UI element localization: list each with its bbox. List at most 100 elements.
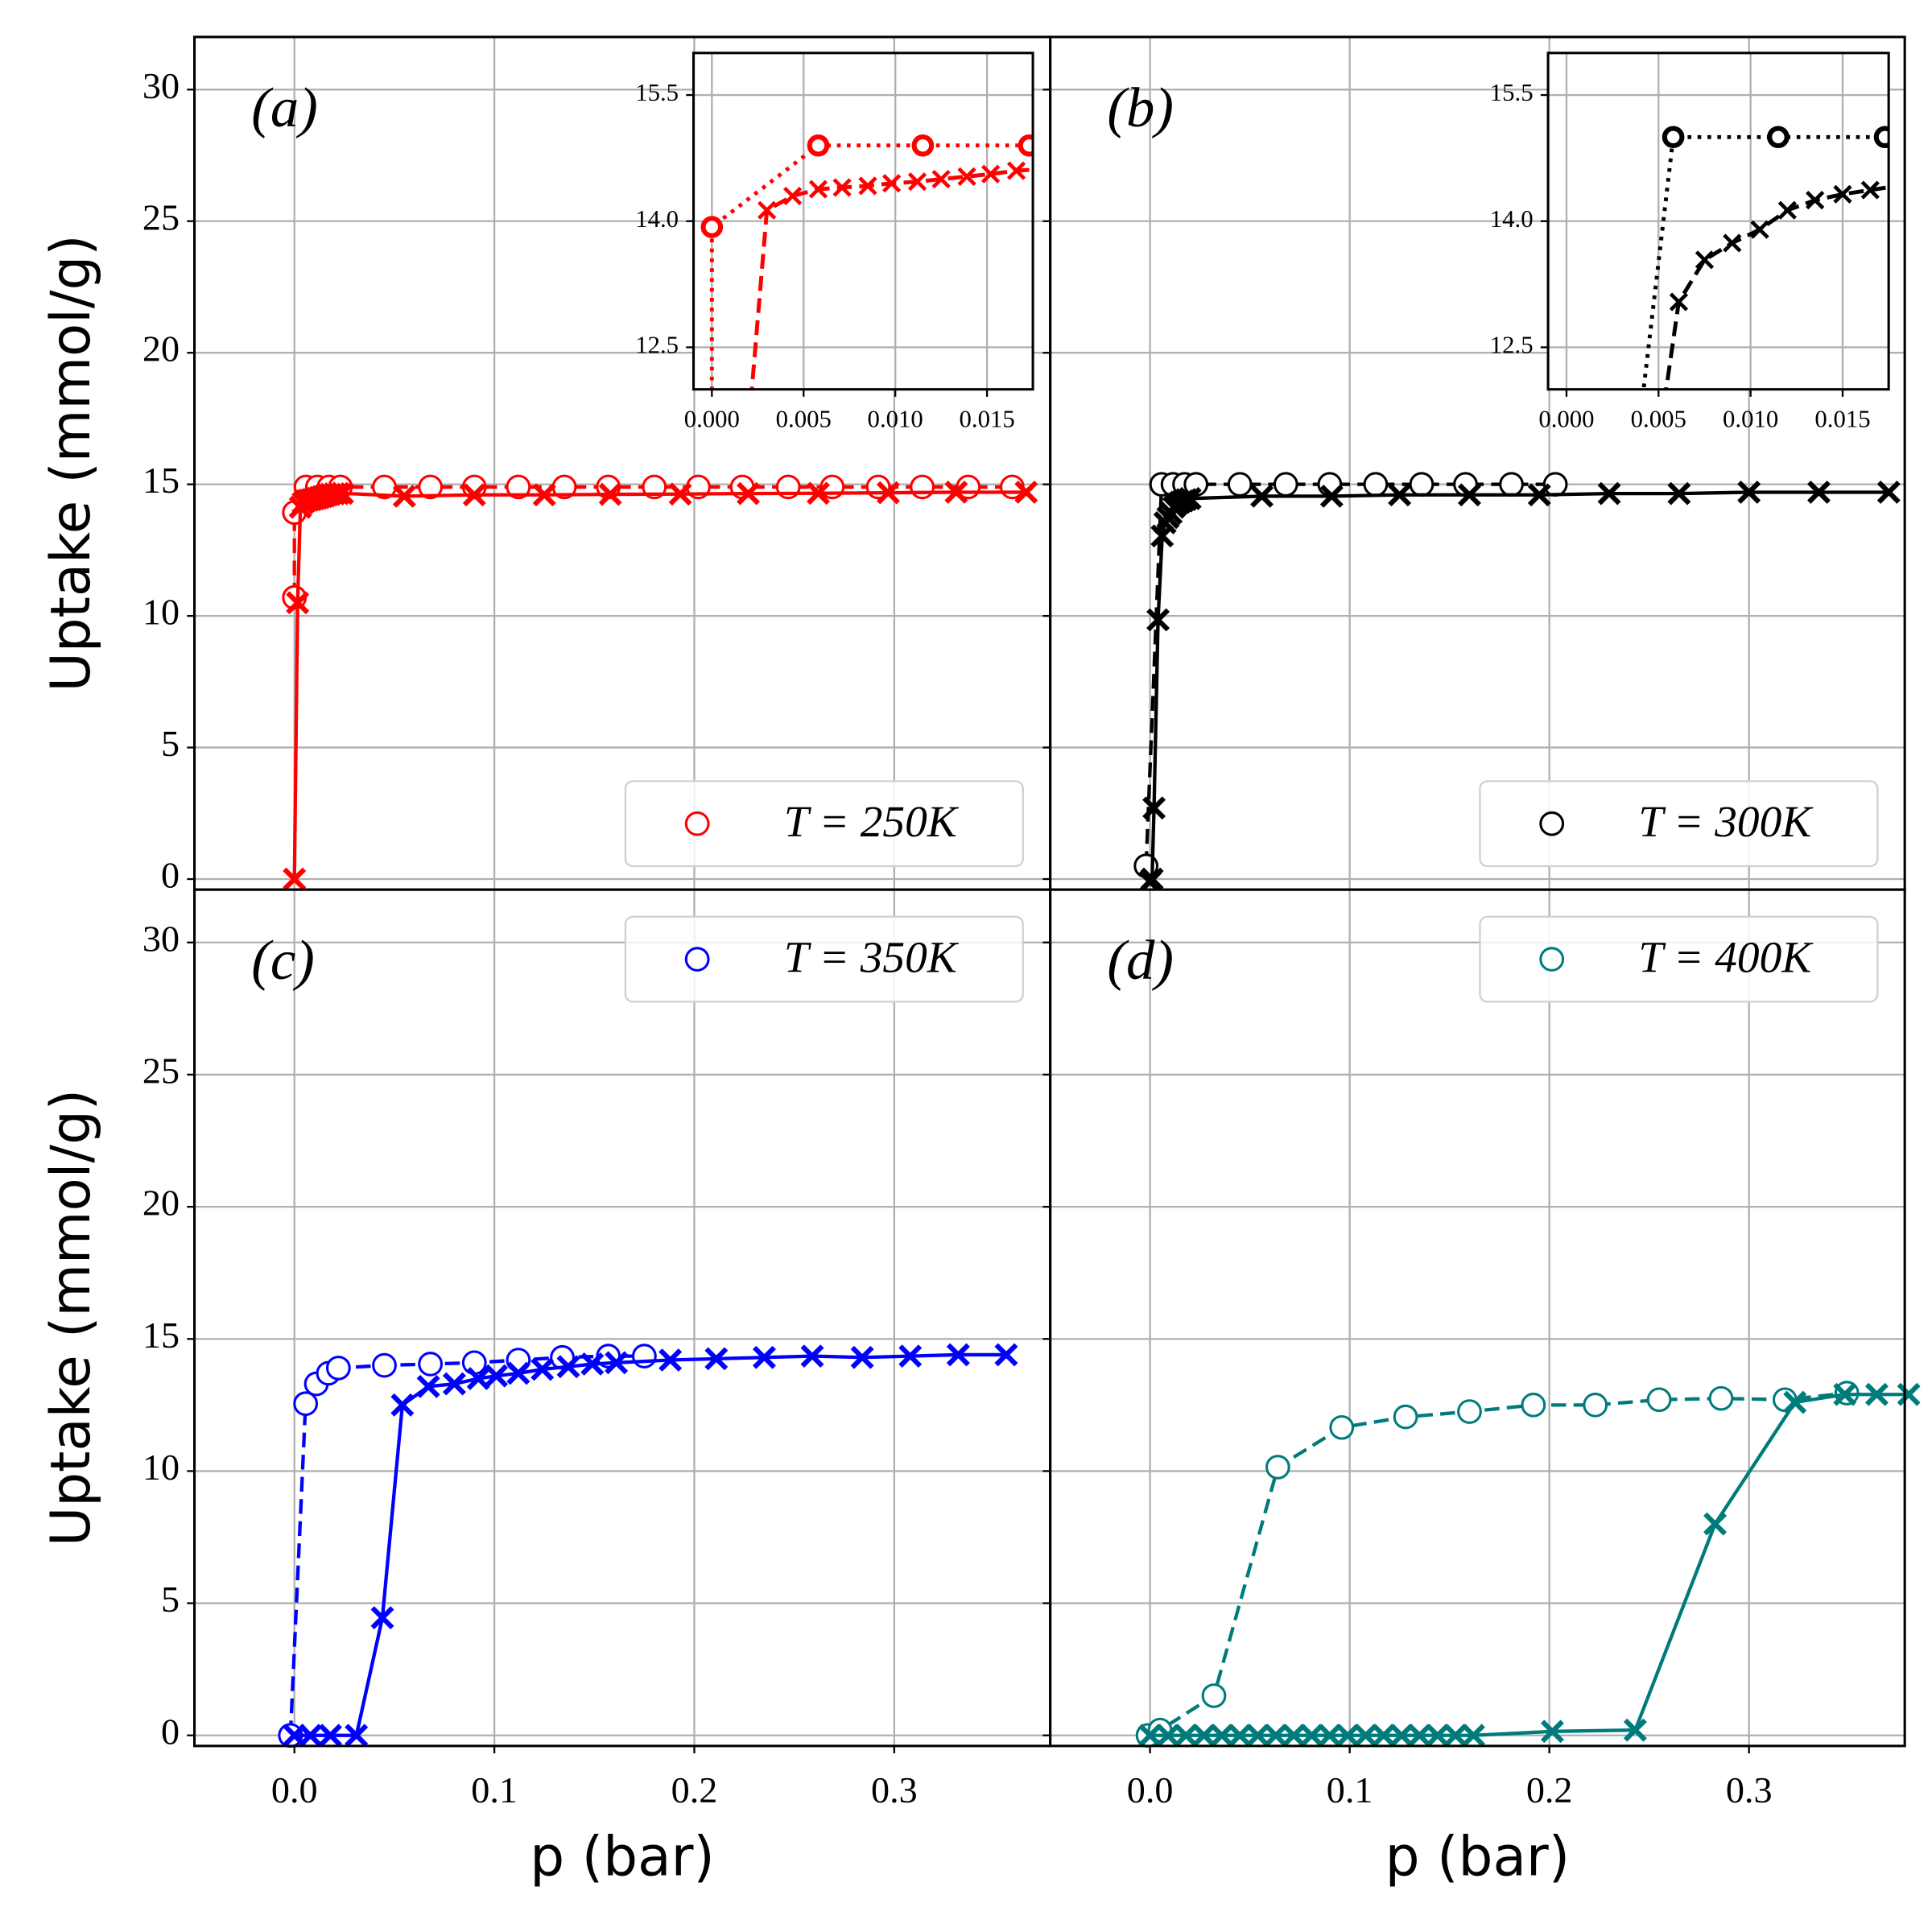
markers (1138, 1382, 1921, 1748)
x-tick-label: 0.1 (1327, 1769, 1373, 1810)
x-marker (1833, 184, 1852, 204)
y-tick-label: 20 (142, 328, 180, 369)
x-marker (1318, 1724, 1342, 1748)
x-marker (1140, 867, 1164, 891)
x-marker (668, 482, 692, 506)
circle-marker (1767, 126, 1790, 149)
x-marker (318, 1724, 342, 1748)
circle-marker (632, 1344, 657, 1368)
circle-marker (1409, 472, 1435, 497)
x-marker (1597, 481, 1621, 506)
legend-box (624, 915, 1024, 1003)
x-marker (1210, 1724, 1234, 1748)
x-marker (1146, 608, 1170, 632)
y-tick-label: 5 (161, 723, 180, 764)
x-marker (1669, 292, 1689, 312)
x-marker (1723, 233, 1742, 253)
circle-marker (1273, 472, 1298, 497)
y-tick-label: 5 (161, 1579, 180, 1620)
circle-marker (1708, 1385, 1734, 1411)
y-axis-label: Uptake (mmol/g) (39, 234, 102, 691)
circle-marker (807, 134, 830, 157)
x-marker (1319, 484, 1344, 508)
x-marker (1806, 191, 1825, 210)
x-marker (326, 481, 350, 506)
x-marker (1354, 1724, 1377, 1748)
x-marker (286, 591, 310, 615)
x-marker (1807, 481, 1831, 504)
x-marker (1178, 486, 1202, 510)
legend-marker (684, 947, 710, 972)
x-marker (832, 178, 852, 197)
x-marker (598, 482, 622, 506)
x-marker (850, 1345, 874, 1369)
x-marker (1897, 1382, 1921, 1406)
circle-marker (1662, 126, 1685, 149)
x-tick-label: 0.0 (1127, 1769, 1174, 1810)
x-marker (370, 1606, 394, 1630)
legend-marker (1539, 811, 1565, 836)
x-marker (981, 164, 1001, 184)
x-marker (442, 1372, 466, 1396)
legend-label: T = 250K (784, 797, 960, 846)
circle-marker (1646, 1387, 1672, 1413)
x-marker (580, 1352, 605, 1376)
x-marker (1623, 1718, 1647, 1742)
x-marker (957, 167, 976, 186)
series-line (1664, 185, 1889, 390)
circle-marker (418, 474, 444, 500)
x-marker (1388, 483, 1412, 507)
x-marker (800, 1344, 824, 1368)
x-marker (704, 1347, 729, 1371)
x-marker (1777, 200, 1798, 220)
x-marker (605, 1351, 629, 1375)
plot-area (1050, 890, 1905, 1746)
circle-marker (1457, 1399, 1482, 1424)
y-tick-label: 0 (161, 855, 180, 896)
x-tick-label: 0.0 (271, 1769, 318, 1810)
y-tick-label: 14.0 (1490, 205, 1534, 233)
series-line (749, 167, 1034, 390)
x-marker (1006, 161, 1026, 180)
panel-frame (1049, 888, 1906, 1748)
x-marker (737, 481, 761, 506)
x-marker (881, 174, 902, 193)
x-marker (1246, 1724, 1270, 1748)
x-marker (392, 484, 416, 508)
x-marker (1527, 483, 1551, 507)
x-marker (299, 1724, 323, 1748)
x-axis-label: p (bar) (1385, 1825, 1571, 1889)
x-marker (485, 1364, 509, 1388)
markers (283, 1343, 1018, 1748)
x-marker (1282, 1724, 1306, 1748)
x-marker (1014, 481, 1038, 504)
circle-marker (1201, 1683, 1227, 1708)
panel-label: (b) (1107, 76, 1174, 139)
x-marker (1783, 1390, 1807, 1414)
circle-marker (293, 1391, 319, 1417)
x-marker (1142, 796, 1166, 820)
x-marker (1695, 250, 1715, 270)
panel-label: (d) (1107, 929, 1174, 992)
x-marker (1300, 1724, 1324, 1748)
y-tick-label: 25 (142, 1051, 180, 1092)
legend-box (624, 780, 1024, 868)
x-marker (752, 1345, 776, 1369)
y-tick-label: 25 (142, 196, 180, 237)
x-marker (1192, 1724, 1216, 1748)
circle-marker (506, 474, 531, 500)
circle-marker (1265, 1455, 1290, 1480)
x-marker (1860, 180, 1880, 200)
markers (758, 161, 1034, 220)
circle-marker (1499, 472, 1524, 497)
x-axis-label: p (bar) (530, 1825, 715, 1889)
x-tick-label: 0.000 (684, 406, 740, 433)
x-marker (944, 481, 968, 504)
x-marker (1876, 481, 1901, 504)
legend-marker (1539, 947, 1565, 972)
x-marker (1864, 1382, 1889, 1406)
circle-marker (1521, 1393, 1546, 1418)
circle-marker (1329, 1414, 1355, 1440)
markers (1138, 481, 1901, 894)
x-marker (782, 186, 803, 205)
